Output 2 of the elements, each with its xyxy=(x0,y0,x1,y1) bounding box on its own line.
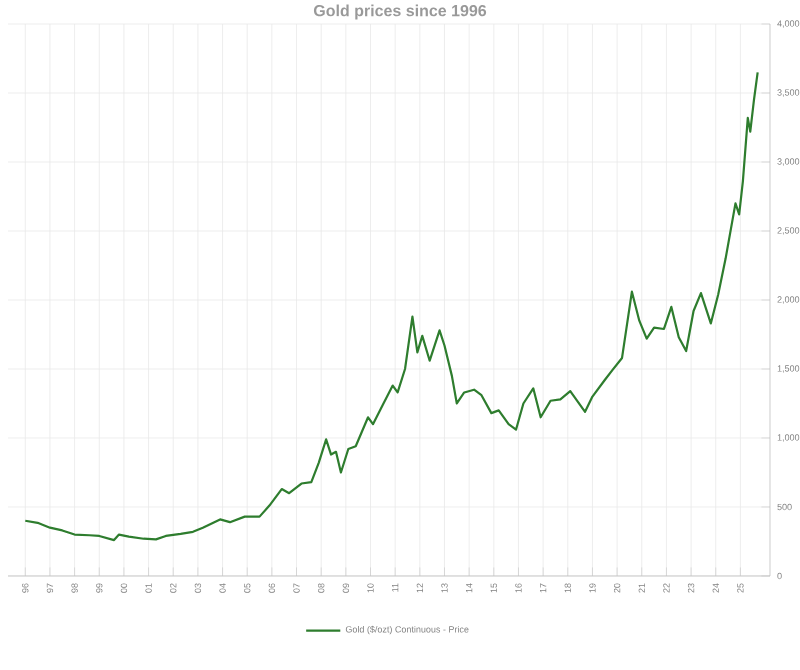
line-series xyxy=(24,71,759,542)
chart-title: Gold prices since 1996 xyxy=(313,4,487,20)
